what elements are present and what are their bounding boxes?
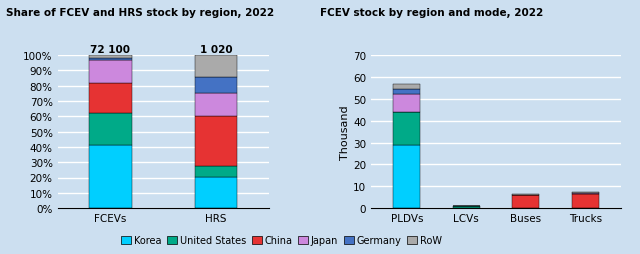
- Text: Share of FCEV and HRS stock by region, 2022: Share of FCEV and HRS stock by region, 2…: [6, 8, 275, 18]
- Bar: [90, 56, 132, 59]
- Bar: [195, 56, 237, 78]
- Bar: [513, 195, 539, 208]
- Bar: [572, 193, 598, 194]
- Bar: [195, 117, 237, 166]
- Bar: [90, 146, 132, 208]
- Bar: [394, 90, 420, 95]
- Bar: [90, 84, 132, 114]
- Legend: Korea, United States, China, Japan, Germany, RoW: Korea, United States, China, Japan, Germ…: [117, 231, 446, 249]
- Bar: [195, 166, 237, 177]
- Bar: [394, 95, 420, 113]
- Bar: [394, 145, 420, 208]
- Bar: [90, 59, 132, 60]
- Text: FCEV stock by region and mode, 2022: FCEV stock by region and mode, 2022: [320, 8, 543, 18]
- Bar: [195, 78, 237, 93]
- Bar: [195, 177, 237, 208]
- Bar: [453, 206, 479, 207]
- Bar: [394, 113, 420, 145]
- Text: 1 020: 1 020: [200, 44, 232, 54]
- Bar: [195, 93, 237, 117]
- Bar: [394, 84, 420, 90]
- Bar: [90, 60, 132, 84]
- Text: 72 100: 72 100: [90, 44, 131, 54]
- Bar: [90, 114, 132, 146]
- Bar: [572, 194, 598, 208]
- Y-axis label: Thousand: Thousand: [340, 105, 351, 159]
- Bar: [453, 207, 479, 208]
